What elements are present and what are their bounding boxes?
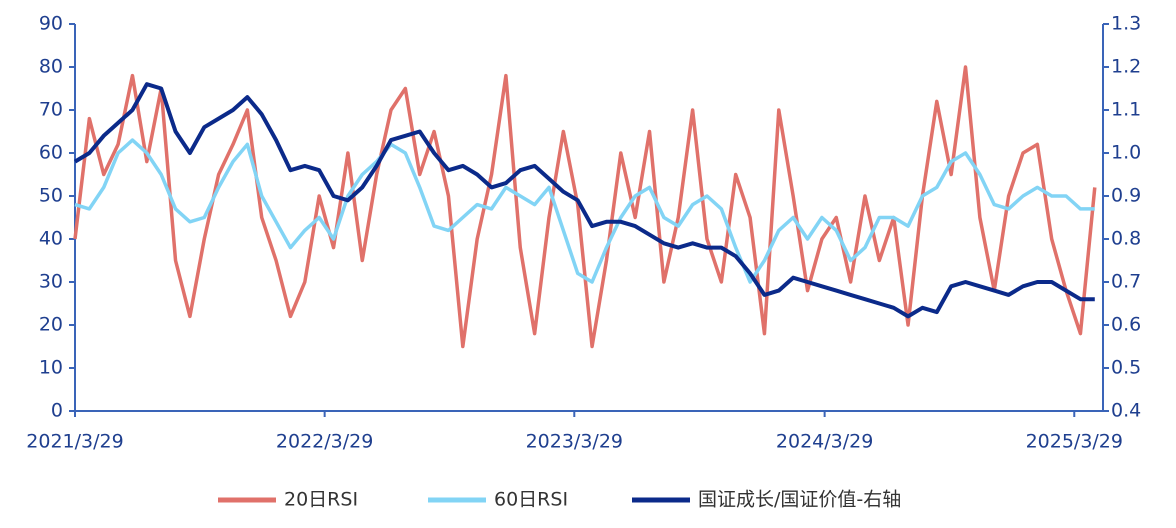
series-line: [73, 82, 1095, 319]
legend-label: 60日RSI: [494, 489, 568, 511]
y-tick-label: 20: [39, 314, 63, 336]
y-tick-label: 0: [51, 400, 63, 422]
y2-tick-label: 0.6: [1111, 314, 1141, 336]
y-tick-label: 70: [39, 99, 63, 121]
x-tick-label: 2024/3/29: [776, 431, 873, 453]
series-line: [74, 138, 1095, 284]
y2-tick-label: 0.7: [1111, 271, 1141, 293]
x-tick-label: 2021/3/29: [26, 431, 123, 453]
y-tick-label: 50: [39, 185, 63, 207]
y-tick-label: 30: [39, 271, 63, 293]
legend-label: 20日RSI: [284, 489, 358, 511]
x-tick-label: 2023/3/29: [526, 431, 623, 453]
y2-tick-label: 1.1: [1111, 99, 1141, 121]
y2-tick-label: 0.4: [1111, 400, 1141, 422]
y-tick-label: 40: [39, 228, 63, 250]
y-tick-label: 80: [39, 56, 63, 78]
y2-tick-label: 0.9: [1111, 185, 1141, 207]
y2-tick-label: 1.0: [1111, 142, 1141, 164]
y-tick-label: 60: [39, 142, 63, 164]
y2-tick-label: 0.5: [1111, 357, 1141, 379]
x-tick-label: 2022/3/29: [276, 431, 373, 453]
y-tick-label: 90: [39, 13, 63, 35]
series-line: [73, 65, 1097, 349]
y2-tick-label: 1.3: [1111, 13, 1141, 35]
x-tick-label: 2025/3/29: [1026, 431, 1123, 453]
y2-tick-label: 1.2: [1111, 56, 1141, 78]
legend-label: 国证成长/国证价值-右轴: [698, 489, 901, 511]
y2-tick-label: 0.8: [1111, 228, 1141, 250]
y-tick-label: 10: [39, 357, 63, 379]
